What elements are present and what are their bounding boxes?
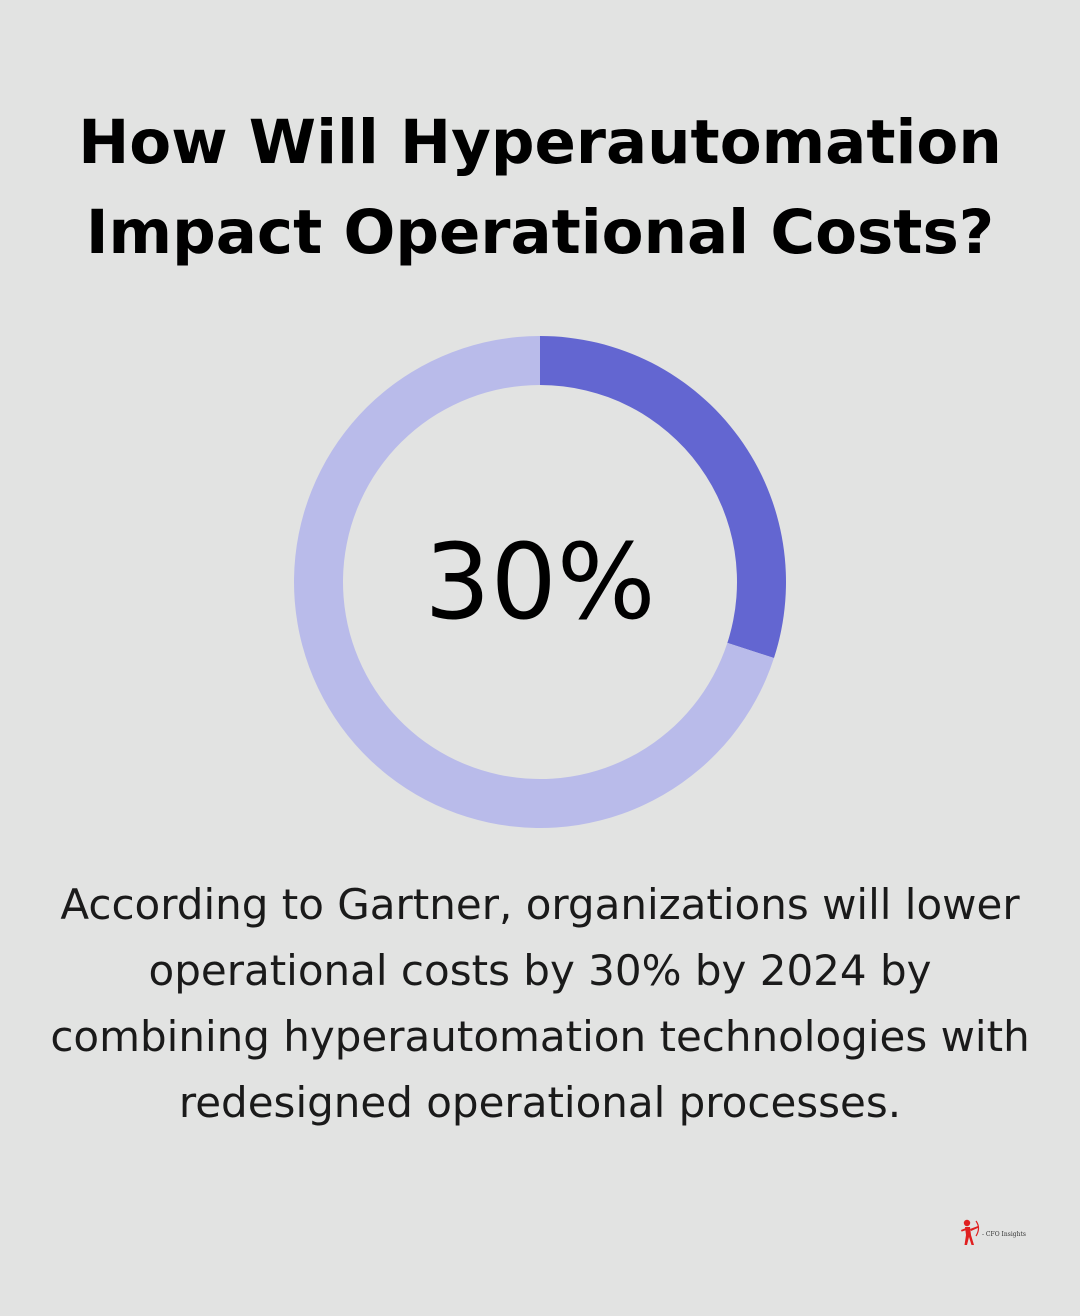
percentage-value: 30% <box>424 521 656 643</box>
donut-slices <box>294 336 786 828</box>
description-line-2: operational costs by 30% by 2024 by <box>148 946 932 995</box>
description-line-1: According to Gartner, organizations will… <box>60 880 1020 929</box>
title-line-1: How Will Hyperautomation <box>78 107 1002 178</box>
description-line-4: redesigned operational processes. <box>178 1078 902 1127</box>
page-title: How Will Hyperautomation Impact Operatio… <box>0 98 1080 278</box>
brand-logo: - CFO Insights <box>958 1218 1026 1250</box>
donut-slice-1 <box>540 336 786 659</box>
description-text: According to Gartner, organizations will… <box>30 872 1050 1136</box>
archer-icon <box>961 1219 980 1245</box>
donut-chart <box>294 336 786 828</box>
description-line-3: combining hyperautomation technologies w… <box>50 1012 1030 1061</box>
title-line-2: Impact Operational Costs? <box>85 197 995 268</box>
logo-text: - CFO Insights <box>982 1230 1026 1238</box>
